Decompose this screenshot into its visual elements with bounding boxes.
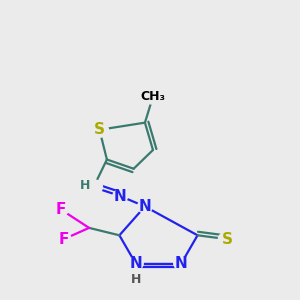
Text: H: H xyxy=(130,273,141,286)
Text: F: F xyxy=(58,232,69,247)
Text: N: N xyxy=(114,189,127,204)
Ellipse shape xyxy=(53,203,68,216)
Text: H: H xyxy=(80,179,90,192)
Text: S: S xyxy=(222,232,233,247)
Ellipse shape xyxy=(128,257,143,270)
Ellipse shape xyxy=(56,232,71,246)
Text: F: F xyxy=(56,202,66,217)
Text: N: N xyxy=(129,256,142,271)
Ellipse shape xyxy=(91,122,108,137)
Ellipse shape xyxy=(85,180,102,195)
Text: N: N xyxy=(139,199,151,214)
Ellipse shape xyxy=(113,190,128,202)
Ellipse shape xyxy=(174,257,189,270)
Ellipse shape xyxy=(137,200,152,213)
Ellipse shape xyxy=(218,232,236,247)
Ellipse shape xyxy=(140,89,166,104)
Text: CH₃: CH₃ xyxy=(140,90,166,103)
Text: N: N xyxy=(175,256,188,271)
Text: S: S xyxy=(94,122,105,137)
